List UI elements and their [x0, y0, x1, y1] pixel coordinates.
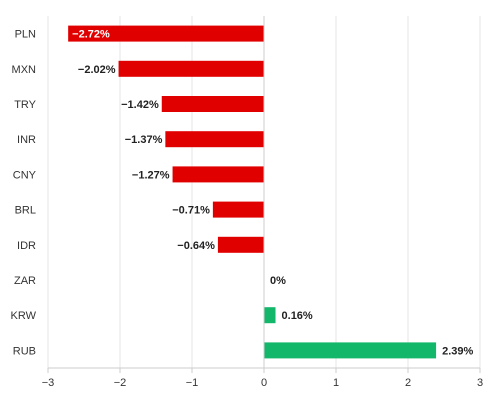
category-label-brl: BRL — [15, 205, 36, 217]
category-label-idr: IDR — [17, 240, 36, 252]
category-label-cny: CNY — [13, 169, 37, 181]
data-label-mxn: −2.02% — [78, 64, 116, 76]
category-label-inr: INR — [17, 134, 36, 146]
bar-pln — [68, 25, 264, 42]
x-axis: −3 −2 −1 0 1 2 3 — [42, 367, 483, 389]
category-label-pln: PLN — [15, 29, 36, 41]
data-label-brl: −0.71% — [172, 205, 210, 217]
bars — [68, 25, 437, 359]
x-tick-label: −1 — [186, 377, 199, 389]
data-label-krw: 0.16% — [282, 310, 313, 322]
bar-idr — [217, 236, 264, 253]
data-label-rub: 2.39% — [442, 345, 473, 357]
bar-rub — [264, 342, 437, 359]
category-label-krw: KRW — [11, 310, 37, 322]
x-tick-label: −2 — [114, 377, 127, 389]
x-tick-label: 3 — [477, 377, 483, 389]
category-labels: PLN MXN TRY INR CNY BRL IDR ZAR KRW RUB — [11, 29, 37, 358]
data-label-try: −1.42% — [121, 99, 159, 111]
category-label-try: TRY — [14, 99, 36, 111]
category-label-rub: RUB — [13, 345, 36, 357]
data-label-zar: 0% — [270, 275, 286, 287]
data-label-idr: −0.64% — [177, 240, 215, 252]
data-label-inr: −1.37% — [125, 134, 163, 146]
bar-inr — [165, 131, 264, 148]
x-tick-label: 1 — [333, 377, 339, 389]
category-label-zar: ZAR — [14, 275, 36, 287]
bar-krw — [264, 307, 276, 324]
data-label-pln: −2.72% — [72, 29, 110, 41]
bar-cny — [172, 166, 264, 183]
x-tick-label: 0 — [261, 377, 267, 389]
x-tick-label: 2 — [405, 377, 411, 389]
category-label-mxn: MXN — [12, 64, 37, 76]
x-tick-label: −3 — [42, 377, 55, 389]
data-label-cny: −1.27% — [132, 169, 170, 181]
bar-brl — [212, 201, 264, 218]
bar-try — [161, 96, 264, 112]
bar-mxn — [118, 60, 264, 77]
data-labels: −2.72% −2.02% −1.42% −1.37% −1.27% −0.71% −0.6… — [72, 29, 473, 358]
